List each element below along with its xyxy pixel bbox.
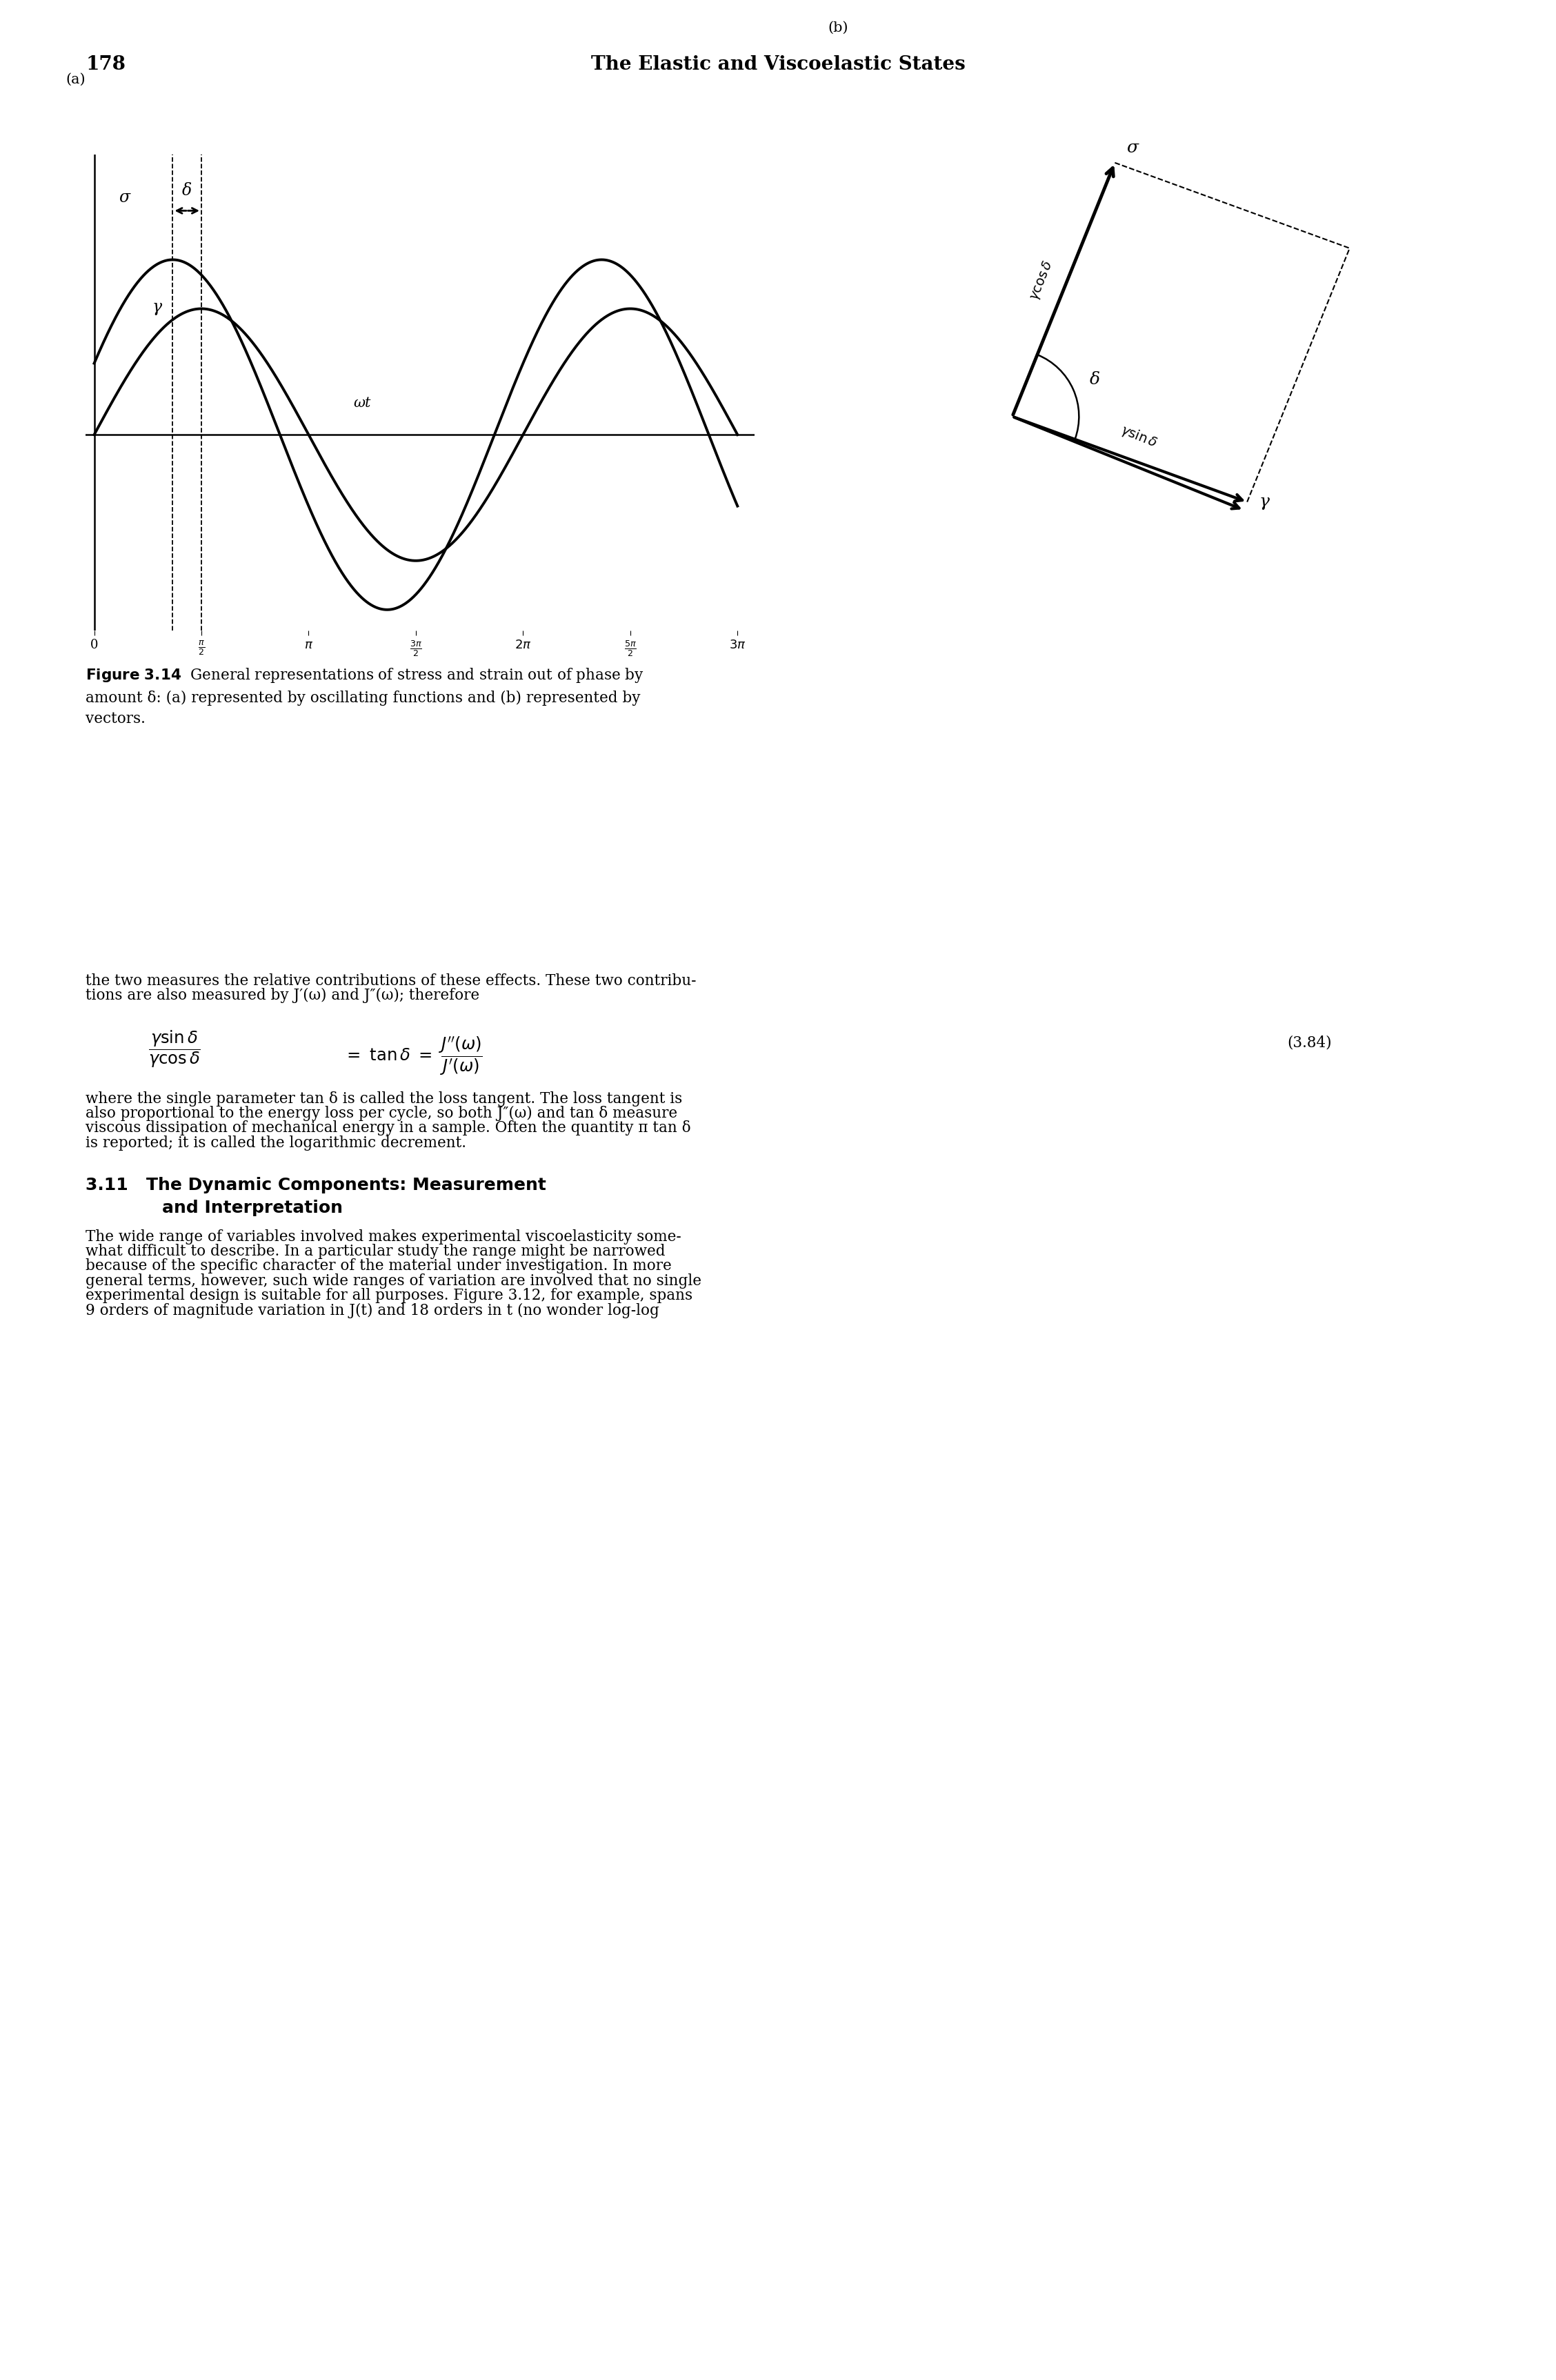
Text: what difficult to describe. In a particular study the range might be narrowed: what difficult to describe. In a particu… <box>86 1245 666 1259</box>
Text: $\gamma\sin\delta$: $\gamma\sin\delta$ <box>1119 421 1159 452</box>
Text: $\mathbf{Figure\ 3.14}$  General representations of stress and strain out of pha: $\mathbf{Figure\ 3.14}$ General represen… <box>86 666 644 726</box>
Text: γ: γ <box>152 300 162 314</box>
Text: ωt: ωt <box>353 397 370 409</box>
Text: σ: σ <box>1127 140 1139 155</box>
Text: γ: γ <box>1259 495 1270 509</box>
Text: is reported; it is called the logarithmic decrement.: is reported; it is called the logarithmi… <box>86 1135 467 1150</box>
Text: general terms, however, such wide ranges of variation are involved that no singl: general terms, however, such wide ranges… <box>86 1273 702 1288</box>
Text: 9 orders of magnitude variation in J(t) and 18 orders in t (no wonder log-log: 9 orders of magnitude variation in J(t) … <box>86 1302 660 1319</box>
Text: and Interpretation: and Interpretation <box>162 1200 342 1216</box>
Text: the two measures the relative contributions of these effects. These two contribu: the two measures the relative contributi… <box>86 973 697 988</box>
Text: also proportional to the energy loss per cycle, so both J″(ω) and tan δ measure: also proportional to the energy loss per… <box>86 1107 677 1121</box>
Text: $\gamma\cos\delta$: $\gamma\cos\delta$ <box>1027 259 1057 302</box>
Text: (3.84): (3.84) <box>1287 1035 1332 1050</box>
Text: $=\ \tan\delta\ =\ \dfrac{J^{\prime\prime}(\omega)}{J^{\prime}(\omega)}$: $=\ \tan\delta\ =\ \dfrac{J^{\prime\prim… <box>344 1035 482 1078</box>
Text: because of the specific character of the material under investigation. In more: because of the specific character of the… <box>86 1259 672 1273</box>
Text: 3.11   The Dynamic Components: Measurement: 3.11 The Dynamic Components: Measurement <box>86 1176 546 1192</box>
Text: The wide range of variables involved makes experimental viscoelasticity some-: The wide range of variables involved mak… <box>86 1228 682 1245</box>
Text: tions are also measured by J′(ω) and J″(ω); therefore: tions are also measured by J′(ω) and J″(… <box>86 988 479 1002</box>
Text: δ: δ <box>182 183 191 198</box>
Text: $\dfrac{\gamma \sin\delta}{\gamma \cos\delta}$: $\dfrac{\gamma \sin\delta}{\gamma \cos\d… <box>148 1028 201 1069</box>
Text: (b): (b) <box>828 21 848 36</box>
Text: σ: σ <box>118 190 131 205</box>
Text: experimental design is suitable for all purposes. Figure 3.12, for example, span: experimental design is suitable for all … <box>86 1288 692 1304</box>
Text: δ: δ <box>1089 371 1100 388</box>
Text: (a): (a) <box>65 74 86 86</box>
Text: The Elastic and Viscoelastic States: The Elastic and Viscoelastic States <box>591 55 965 74</box>
Text: 178: 178 <box>86 55 126 74</box>
Text: viscous dissipation of mechanical energy in a sample. Often the quantity π tan δ: viscous dissipation of mechanical energy… <box>86 1121 691 1135</box>
Text: where the single parameter tan δ is called the loss tangent. The loss tangent is: where the single parameter tan δ is call… <box>86 1090 683 1107</box>
